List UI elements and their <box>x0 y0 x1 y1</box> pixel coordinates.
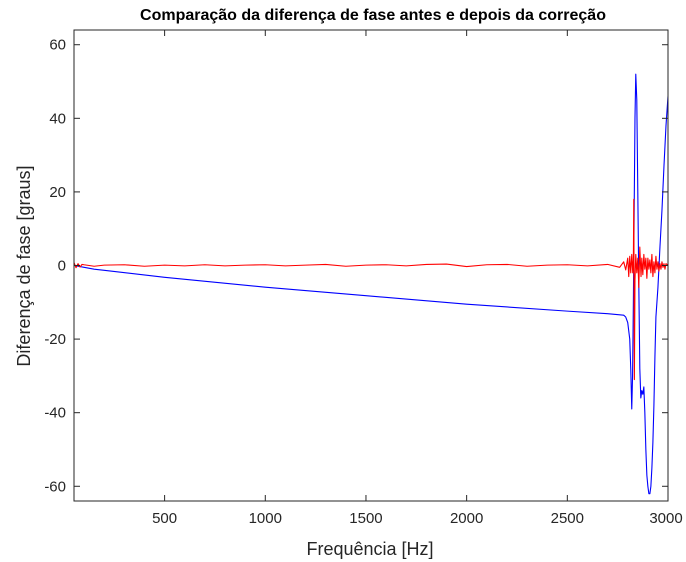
x-tick-label: 1500 <box>349 510 382 527</box>
y-tick-label: -60 <box>44 478 66 495</box>
y-tick-label: -20 <box>44 331 66 348</box>
x-tick-label: 1000 <box>249 510 282 527</box>
series-group <box>74 73 668 495</box>
x-axis-label: Frequência [Hz] <box>306 539 433 559</box>
y-tick-label: 0 <box>58 258 66 275</box>
series-line-red <box>74 198 668 381</box>
plot-frame <box>73 29 669 502</box>
x-tick-label: 3000 <box>649 510 682 527</box>
ticks-group: 500 1000 1500 2000 2500 3000 -60 -40 -20 0 20 40 60 <box>44 30 683 527</box>
y-axis-label: Diferença de fase [graus] <box>14 165 34 366</box>
x-tick-label: 2000 <box>450 510 483 527</box>
chart-title: Comparação da diferença de fase antes e … <box>140 7 606 24</box>
y-tick-label: 60 <box>49 37 66 54</box>
y-tick-label: 40 <box>49 110 66 127</box>
series-line-blue <box>74 73 668 495</box>
y-tick-label: -40 <box>44 405 66 422</box>
x-tick-label: 500 <box>152 510 177 527</box>
x-tick-label: 2500 <box>551 510 584 527</box>
y-tick-label: 20 <box>49 184 66 201</box>
